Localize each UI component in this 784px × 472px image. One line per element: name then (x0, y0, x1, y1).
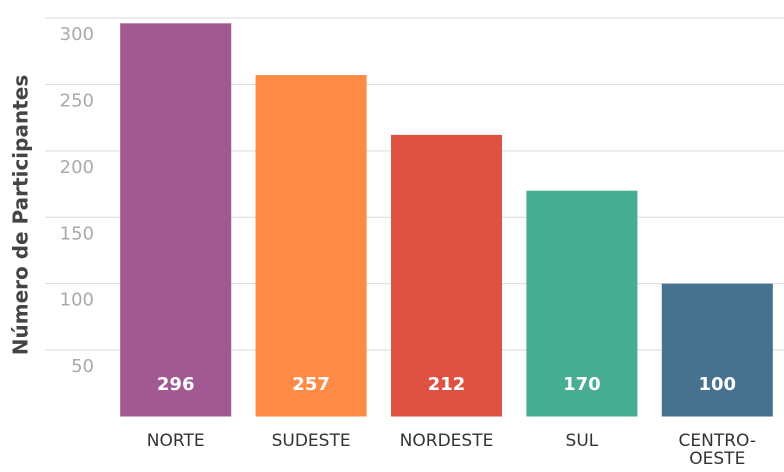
y-axis-title: Número de Participantes (9, 75, 33, 355)
y-tick-label: 50 (71, 356, 94, 377)
x-tick-label: CENTRO-OESTE (678, 431, 757, 469)
bar (526, 190, 638, 417)
bar (120, 23, 232, 417)
value-label: 296 (157, 374, 195, 395)
value-label: 212 (428, 374, 466, 395)
y-tick-label: 150 (60, 223, 94, 244)
y-tick-label: 200 (60, 157, 94, 178)
y-tick-label: 300 (60, 24, 94, 45)
x-tick-label: NORDESTE (399, 431, 494, 451)
bar (390, 134, 503, 417)
bar (661, 283, 773, 417)
y-tick-label: 250 (60, 90, 94, 111)
y-tick-label: 100 (60, 290, 94, 311)
x-tick-label: SUL (565, 431, 599, 451)
value-label: 100 (699, 374, 737, 395)
value-label: 170 (563, 374, 601, 395)
bar (255, 75, 367, 417)
x-tick-label: SUDESTE (271, 431, 351, 451)
x-tick-label: NORTE (146, 431, 205, 451)
value-label: 257 (292, 374, 330, 395)
